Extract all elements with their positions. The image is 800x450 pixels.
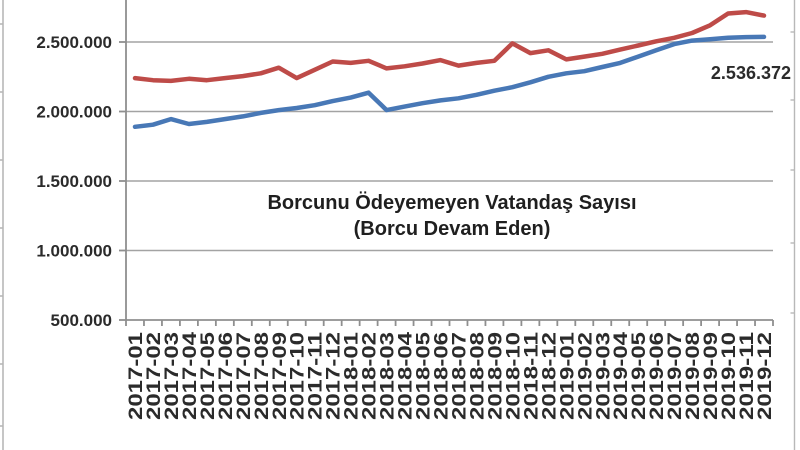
y-tick-label: 1.500.000	[36, 172, 112, 191]
y-tick-label: 500.000	[51, 311, 112, 330]
x-tick-label: 2017-11	[306, 331, 327, 420]
y-tick-label: 2.500.000	[36, 33, 112, 52]
x-tick-label: 2019-07	[665, 332, 686, 420]
x-tick-label: 2018-11	[521, 331, 542, 420]
x-tick-label: 2018-01	[342, 331, 363, 420]
series-lines	[132, 9, 767, 130]
x-tick-label: 2018-10	[503, 332, 524, 420]
x-tick-label: 2017-07	[234, 332, 255, 420]
x-tick-label: 2019-02	[575, 332, 596, 420]
blue-line	[132, 34, 767, 130]
x-tick-label: 2017-08	[252, 332, 273, 420]
x-tick-label: 2017-06	[216, 332, 237, 420]
x-tick-label: 2017-12	[324, 332, 345, 420]
x-tick-label: 2018-04	[396, 331, 417, 420]
x-tick-label: 2019-08	[683, 332, 704, 420]
x-tick-label: 2017-05	[198, 331, 219, 420]
last-value-data-label: 2.536.372	[711, 63, 791, 83]
x-tick-label: 2019-03	[593, 332, 614, 420]
y-tick-label: 1.000.000	[36, 242, 112, 261]
x-tick-label: 2018-05	[414, 331, 435, 420]
x-tick-label: 2018-02	[360, 332, 381, 420]
x-tick-label: 2017-03	[162, 332, 183, 420]
x-tick-label: 2017-02	[144, 332, 165, 420]
x-tick-label: 2019-12	[755, 332, 776, 420]
x-tick-label: 2018-09	[485, 332, 506, 420]
chart-title-line1: Borcunu Ödeyemeyen Vatandaş Sayısı	[267, 191, 636, 214]
x-tick-label: 2018-03	[378, 332, 399, 420]
x-tick-label: 2017-10	[288, 332, 309, 420]
red-line	[132, 9, 767, 84]
x-tick-label: 2018-08	[467, 332, 488, 420]
x-tick-label: 2019-01	[557, 331, 578, 420]
x-tick-label: 2018-06	[432, 332, 453, 420]
x-tick-label: 2018-12	[539, 332, 560, 420]
y-axis-labels: 2.500.000 2.000.000 1.500.000 1.000.000 500.…	[36, 33, 112, 330]
x-tick-label: 2019-06	[647, 332, 668, 420]
x-tick-label: 2017-01	[126, 331, 147, 420]
axes	[119, 0, 774, 326]
chart-title-line2: (Borcu Devam Eden)	[354, 218, 551, 240]
x-tick-label: 2019-11	[737, 331, 758, 420]
x-tick-label: 2019-09	[701, 332, 722, 420]
y-tick-label: 2.000.000	[36, 103, 112, 122]
x-tick-label: 2017-04	[180, 331, 201, 420]
x-tick-label: 2018-07	[449, 332, 470, 420]
x-tick-label: 2019-05	[629, 331, 650, 420]
x-tick-label: 2019-04	[611, 331, 632, 420]
x-tick-label: 2019-10	[719, 332, 740, 420]
x-axis-labels: 2017-012017-022017-032017-042017-052017-…	[126, 331, 776, 420]
gridlines	[126, 41, 773, 252]
x-tick-label: 2017-09	[270, 332, 291, 420]
